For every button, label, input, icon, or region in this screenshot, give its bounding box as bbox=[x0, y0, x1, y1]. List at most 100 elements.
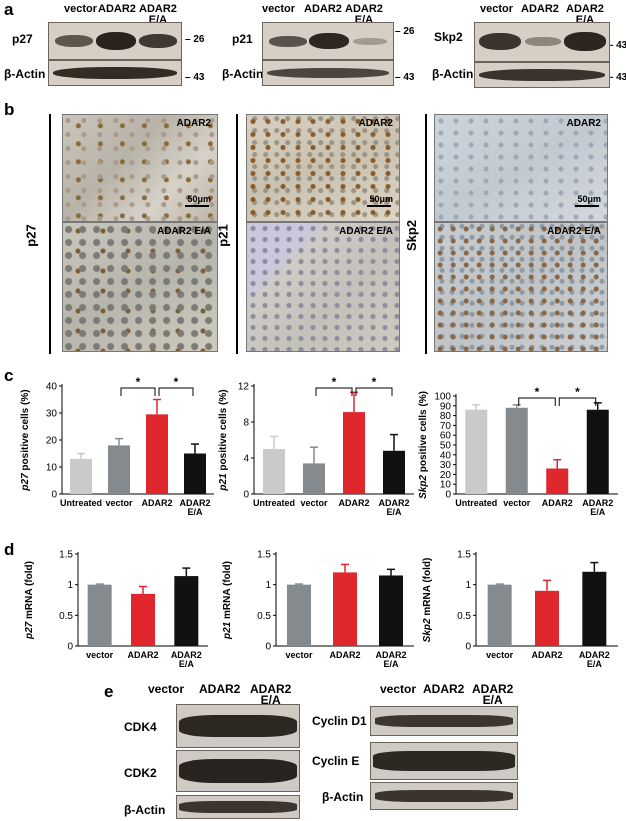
lane-label-vector: vector bbox=[148, 682, 185, 696]
bar bbox=[333, 572, 357, 646]
x-tick-label: ADAR2 bbox=[338, 498, 369, 508]
bar bbox=[465, 409, 488, 494]
blot-label-cyclin-d1: Cyclin D1 bbox=[312, 714, 367, 728]
significance-bracket bbox=[120, 387, 156, 396]
western-blot-actin bbox=[48, 60, 182, 86]
mw-marker: - 43 bbox=[610, 40, 626, 51]
y-tick-label: 1.5 bbox=[457, 550, 471, 561]
x-tick-label: ADAR2 bbox=[531, 650, 562, 660]
western-blot-actin bbox=[176, 795, 300, 819]
x-tick-label: E/A bbox=[187, 507, 203, 517]
bar-chart-p27-positive: 0 10 20 30 40 p27 positive cells (%) Untreated… bbox=[20, 376, 214, 517]
ihc-image-p21-adar2ea: ADAR2 E/A bbox=[246, 222, 400, 352]
x-tick-label: vector bbox=[486, 650, 514, 660]
blot-label-actin: β-Actin bbox=[322, 790, 364, 804]
bar bbox=[505, 407, 528, 494]
y-axis-title: p27 mRNA (fold) bbox=[24, 561, 35, 640]
lane-label-vector: vector bbox=[380, 682, 417, 696]
x-tick-label: ADAR2 bbox=[171, 650, 202, 660]
blot-label-cyclin-e: Cyclin E bbox=[312, 754, 360, 768]
significance-bracket bbox=[558, 397, 597, 406]
ihc-group-divider bbox=[49, 114, 51, 354]
y-tick-label: 40 bbox=[46, 382, 58, 393]
y-tick-label: 60 bbox=[440, 431, 452, 442]
y-tick-label: 0 bbox=[445, 490, 451, 501]
ihc-group-divider bbox=[236, 114, 238, 354]
lane-label-adar2: ADAR2 bbox=[423, 682, 465, 696]
bar bbox=[535, 590, 559, 646]
bar bbox=[146, 414, 168, 494]
y-tick-label: 100 bbox=[434, 392, 451, 403]
y-tick-label: 30 bbox=[46, 409, 58, 420]
y-tick-label: 50 bbox=[440, 441, 452, 452]
ihc-marker-label-p27: p27 bbox=[23, 224, 39, 247]
significance-star: * bbox=[174, 376, 179, 389]
lane-label-adar2: ADAR2 bbox=[98, 3, 136, 15]
bar bbox=[287, 584, 311, 646]
y-tick-label: 40 bbox=[440, 450, 452, 461]
x-tick-label: E/A bbox=[179, 659, 195, 669]
x-tick-label: vector bbox=[285, 650, 313, 660]
x-tick-label: ADAR2 bbox=[378, 498, 409, 508]
bar bbox=[174, 576, 199, 646]
western-blot-actin bbox=[262, 60, 394, 86]
x-tick-label: vector bbox=[300, 498, 328, 508]
blot-label-actin: β-Actin bbox=[124, 803, 166, 817]
western-blot-actin bbox=[370, 782, 518, 810]
y-axis-title: p21 mRNA (fold) bbox=[222, 561, 233, 640]
y-axis-title: Skp2 positive cells (%) bbox=[418, 391, 429, 499]
x-tick-label: vector bbox=[105, 498, 133, 508]
bar bbox=[263, 449, 285, 494]
lane-label-vector: vector bbox=[64, 3, 98, 15]
bar bbox=[487, 584, 512, 646]
y-tick-label: 80 bbox=[440, 411, 452, 422]
bar bbox=[582, 571, 607, 646]
x-tick-label: ADAR2 bbox=[127, 650, 158, 660]
western-blot-cyclin-e bbox=[370, 742, 518, 780]
western-blot-p21 bbox=[262, 22, 394, 60]
bar bbox=[546, 468, 569, 494]
lane-label-vector: vector bbox=[262, 3, 296, 15]
significance-bracket bbox=[158, 387, 194, 396]
x-tick-label: ADAR2 bbox=[329, 650, 360, 660]
y-tick-label: 90 bbox=[440, 401, 452, 412]
y-tick-label: 0 bbox=[243, 490, 249, 501]
ihc-image-p27-adar2: ADAR2 50μm bbox=[62, 114, 218, 222]
western-blot-actin bbox=[474, 62, 610, 88]
mw-marker: – 43 bbox=[185, 72, 205, 83]
bar bbox=[383, 450, 405, 494]
panel-label-c: c bbox=[4, 366, 14, 385]
bar bbox=[131, 593, 155, 646]
bar bbox=[70, 458, 92, 494]
y-tick-label: 10 bbox=[46, 463, 58, 474]
y-tick-label: 4 bbox=[243, 454, 249, 465]
bar bbox=[303, 463, 325, 494]
lane-label-adar2: ADAR2 bbox=[521, 3, 559, 15]
bar bbox=[87, 584, 112, 646]
blot-label-skp2: Skp2 bbox=[434, 30, 463, 44]
y-tick-label: 8 bbox=[243, 418, 249, 429]
lane-label-adar2ea: ADAR2 E/A bbox=[472, 682, 514, 707]
y-tick-label: 0 bbox=[265, 642, 271, 653]
significance-star: * bbox=[372, 376, 377, 389]
y-tick-label: 12 bbox=[238, 382, 250, 393]
x-tick-label: ADAR2 bbox=[375, 650, 406, 660]
y-tick-label: 0.5 bbox=[257, 611, 271, 622]
x-tick-label: vector bbox=[86, 650, 114, 660]
panel-label-a: a bbox=[4, 0, 14, 19]
significance-star: * bbox=[575, 385, 580, 399]
ihc-image-p21-adar2: ADAR2 50μm bbox=[246, 114, 400, 222]
x-tick-label: ADAR2 bbox=[141, 498, 172, 508]
y-axis-title: Skp2 mRNA (fold) bbox=[422, 558, 433, 643]
y-tick-label: 1.5 bbox=[59, 550, 73, 561]
ihc-image-skp2-adar2ea: ADAR2 E/A bbox=[434, 222, 608, 352]
lane-label-adar2: ADAR2 bbox=[199, 682, 241, 696]
y-tick-label: 0 bbox=[465, 642, 471, 653]
x-tick-label: E/A bbox=[587, 659, 603, 669]
western-blot-cyclin-d1 bbox=[370, 706, 518, 736]
x-tick-label: Untreated bbox=[60, 498, 102, 508]
panel-label-b: b bbox=[4, 100, 15, 119]
bar bbox=[184, 453, 206, 494]
